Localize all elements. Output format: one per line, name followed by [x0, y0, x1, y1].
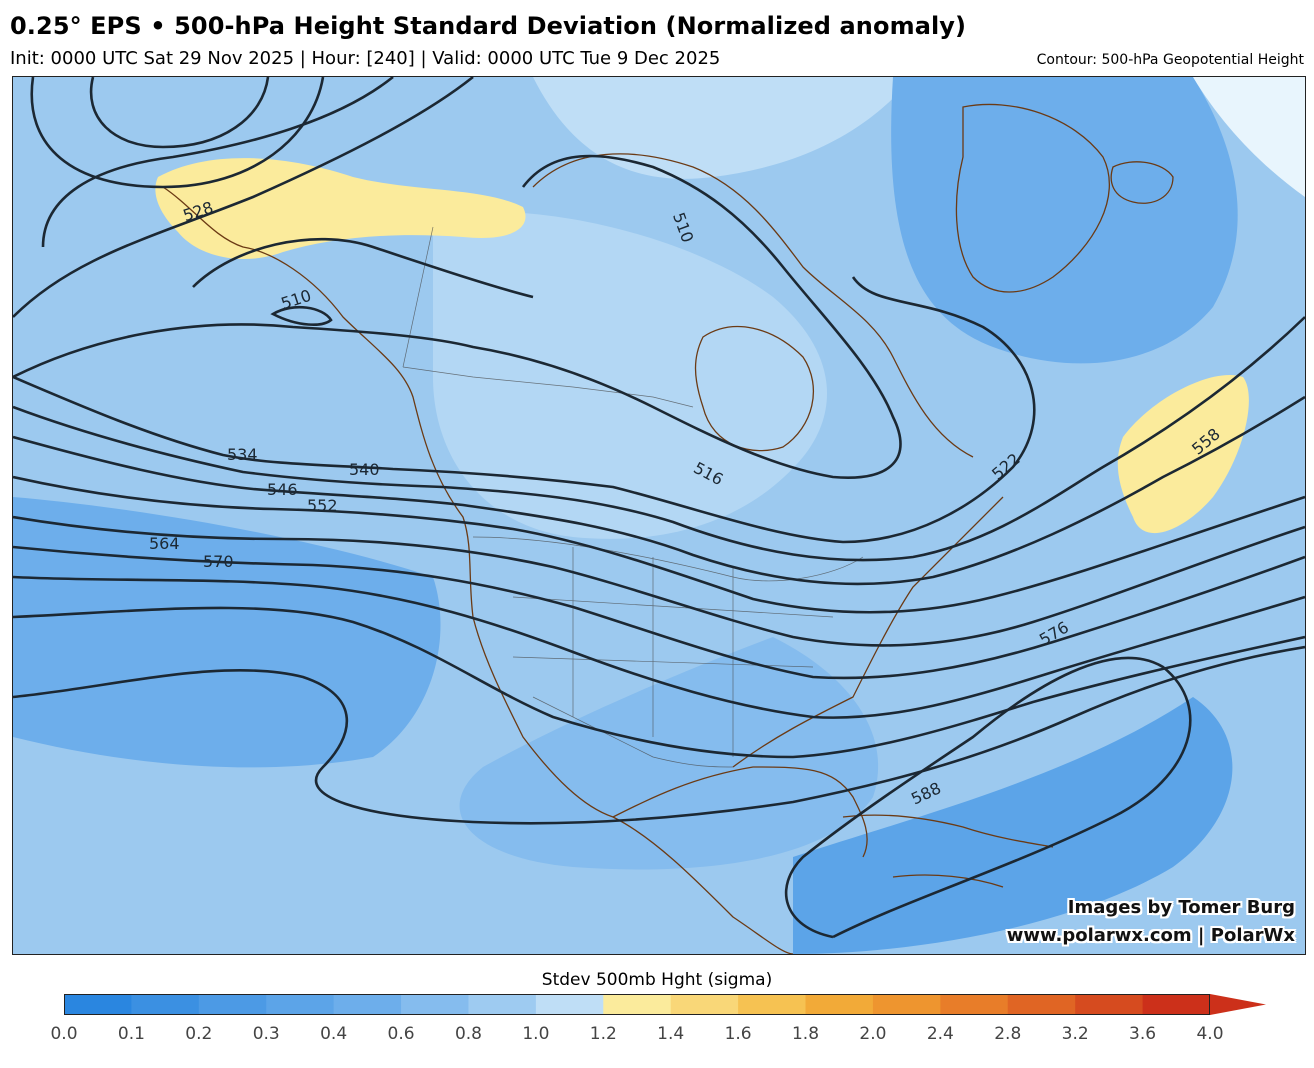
colorbar-cell — [131, 994, 200, 1015]
colorbar-cell — [805, 994, 874, 1015]
chart-subtitle: Init: 0000 UTC Sat 29 Nov 2025 | Hour: [… — [10, 48, 721, 69]
colorbar-cells — [64, 994, 1211, 1015]
colorbar-tick-label: 2.8 — [994, 1024, 1022, 1044]
colorbar-tick-label: 3.2 — [1061, 1024, 1089, 1044]
colorbar-tick-label: 0.3 — [252, 1024, 280, 1044]
light-region-central — [433, 211, 827, 539]
chart-title: 0.25° EPS • 500-hPa Height Standard Devi… — [10, 12, 967, 40]
colorbar-cell — [333, 994, 402, 1015]
contour-label-546: 546 — [267, 480, 298, 499]
colorbar-tick-label: 1.4 — [657, 1024, 685, 1044]
colorbar-tick-label: 2.0 — [859, 1024, 887, 1044]
colorbar-cell — [603, 994, 672, 1015]
colorbar-cell — [535, 994, 604, 1015]
colorbar-tick-label: 1.0 — [522, 1024, 550, 1044]
colorbar-tick-label: 0.2 — [185, 1024, 213, 1044]
colorbar-tick-label: 2.4 — [926, 1024, 954, 1044]
colorbar-cell — [940, 994, 1009, 1015]
anomaly-zone-atlantic — [1117, 375, 1249, 534]
colorbar-tick-label: 1.2 — [589, 1024, 617, 1044]
colorbar-title: Stdev 500mb Hght (sigma) — [541, 970, 773, 990]
colorbar-tick-label: 0.4 — [320, 1024, 348, 1044]
colorbar-tick-label: 0.6 — [387, 1024, 415, 1044]
colorbar-cell — [468, 994, 537, 1015]
contour-label-564: 564 — [149, 534, 180, 553]
height-contours — [13, 77, 1305, 939]
colorbar-cell — [738, 994, 807, 1015]
colorbar-cell — [1007, 994, 1076, 1015]
darker-region-pacific — [13, 497, 441, 768]
light-region-north — [13, 77, 913, 179]
colorbar-cell — [401, 994, 469, 1015]
credit-website: www.polarwx.com | PolarWx — [1006, 925, 1295, 946]
anomaly-zone-alaska — [155, 158, 526, 260]
colorbar-tick-label: 0.8 — [454, 1024, 482, 1044]
colorbar-tick-label: 3.6 — [1129, 1024, 1157, 1044]
contour-label-540: 540 — [349, 460, 380, 479]
contour-label-552: 552 — [307, 496, 338, 515]
contour-note: Contour: 500-hPa Geopotential Height — [1036, 52, 1304, 68]
colorbar-tick-label: 0.1 — [117, 1024, 145, 1044]
colorbar-tick-label: 1.8 — [791, 1024, 820, 1044]
darker-region-greenland — [891, 77, 1238, 364]
coastlines — [162, 103, 1174, 954]
colorbar-tick-label: 1.6 — [724, 1024, 752, 1044]
colorbar-cell — [64, 994, 132, 1015]
colorbar-cell — [1075, 994, 1144, 1015]
map-graphic: 528 510 510 534 540 546 552 564 570 516 … — [13, 77, 1305, 954]
colorbar — [64, 994, 1266, 1015]
colorbar-cell — [872, 994, 941, 1015]
darker-region-caribbean — [793, 697, 1233, 954]
colorbar-ticks: 0.0 0.1 0.2 0.3 0.4 0.6 0.8 1.0 1.2 1.4 1.6 1.8 2.0 2… — [0, 1024, 1314, 1054]
colorbar-extend-arrow — [1210, 994, 1266, 1015]
colorbar-tick-label: 0.0 — [50, 1024, 78, 1044]
contour-label-570: 570 — [203, 552, 234, 571]
mid-region-gulf — [459, 637, 879, 870]
colorbar-cell — [670, 994, 739, 1015]
light-region-arctic — [1193, 77, 1305, 197]
colorbar-tick-label: 4.0 — [1196, 1024, 1224, 1044]
colorbar-cell — [198, 994, 267, 1015]
credit-author: Images by Tomer Burg — [1067, 897, 1295, 918]
contour-label-534: 534 — [227, 445, 258, 464]
map-panel: 528 510 510 534 540 546 552 564 570 516 … — [12, 76, 1306, 955]
colorbar-cell — [266, 994, 335, 1015]
colorbar-cell — [1142, 994, 1211, 1015]
colorbar-frame — [64, 994, 1210, 1015]
